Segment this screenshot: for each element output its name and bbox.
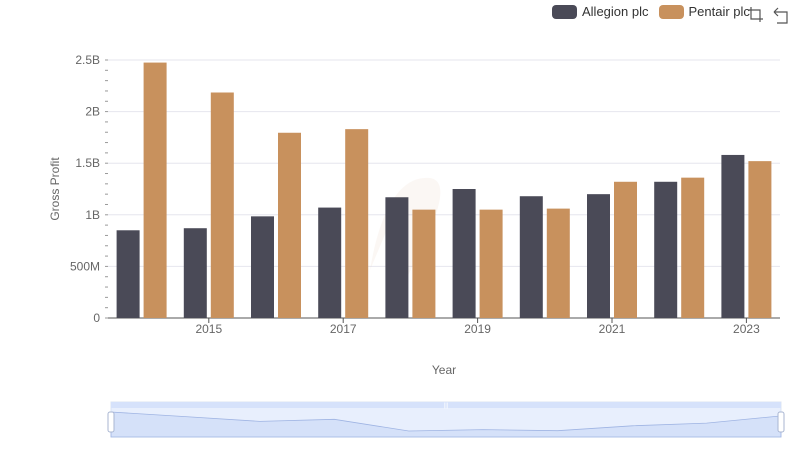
bar-allegion-2021[interactable] (587, 194, 610, 318)
y-tick-label: 2B (85, 105, 100, 119)
axis-labels: Gross Profit Year (48, 157, 456, 377)
legend-swatch-pentair (658, 4, 684, 19)
x-tick-label: 2021 (599, 322, 626, 336)
legend-item-pentair[interactable]: Pentair plc (658, 4, 750, 19)
bar-pentair-2014[interactable] (143, 62, 167, 318)
bars (116, 62, 772, 319)
bar-allegion-2014[interactable] (116, 230, 140, 318)
x-tick-label: 2019 (464, 322, 491, 336)
x-axis-title: Year (432, 363, 456, 377)
grid-lines (108, 59, 780, 319)
bar-pentair-2019[interactable] (479, 209, 503, 318)
x-tick-label: 2017 (330, 322, 357, 336)
zoom-top-bar[interactable] (111, 402, 781, 408)
zoom-handle-left[interactable] (107, 411, 115, 433)
x-tick-label: 2015 (195, 322, 222, 336)
bar-pentair-2017[interactable] (345, 129, 369, 318)
y-tick-label: 1.5B (75, 156, 100, 170)
y-axis-title: Gross Profit (48, 157, 62, 221)
bar-pentair-2021[interactable] (614, 181, 637, 318)
bar-allegion-2020[interactable] (519, 196, 543, 318)
chart-toolbox (747, 6, 797, 24)
bar-allegion-2016[interactable] (251, 216, 274, 318)
legend-label-allegion: Allegion plc (582, 4, 649, 19)
data-zoom-slider[interactable]: ||| (107, 401, 785, 438)
y-tick-label: 0 (93, 311, 100, 325)
bar-pentair-2018[interactable] (412, 209, 436, 318)
axes: 0 500M 1B 1.5B 2B 2.5B 2015 2017 2019 2021 2023 (70, 53, 780, 336)
chart-legend: Allegion plc Pentair plc (552, 4, 760, 19)
bar-allegion-2015[interactable] (183, 228, 207, 318)
bar-allegion-2018[interactable] (385, 197, 409, 318)
legend-label-pentair: Pentair plc (688, 4, 750, 19)
bar-pentair-2022[interactable] (681, 177, 705, 318)
back-icon[interactable] (772, 6, 790, 24)
bar-pentair-2023[interactable] (748, 161, 772, 318)
bar-allegion-2019[interactable] (452, 189, 476, 318)
bar-pentair-2020[interactable] (546, 208, 570, 318)
bar-allegion-2022[interactable] (654, 181, 678, 318)
zoom-grip-icon[interactable]: ||| (444, 403, 449, 409)
y-tick-label: 1B (85, 208, 100, 222)
bar-pentair-2015[interactable] (210, 92, 234, 319)
bar-pentair-2016[interactable] (278, 132, 301, 318)
zoom-handle-right[interactable] (777, 411, 785, 433)
y-tick-label: 500M (70, 259, 100, 273)
legend-swatch-allegion (552, 4, 577, 19)
x-tick-label: 2023 (733, 322, 760, 336)
legend-item-allegion[interactable]: Allegion plc (552, 4, 649, 19)
bar-allegion-2017[interactable] (318, 207, 342, 318)
bar-allegion-2023[interactable] (721, 154, 745, 318)
y-tick-label: 2.5B (75, 53, 100, 67)
restore-icon[interactable] (747, 6, 765, 24)
